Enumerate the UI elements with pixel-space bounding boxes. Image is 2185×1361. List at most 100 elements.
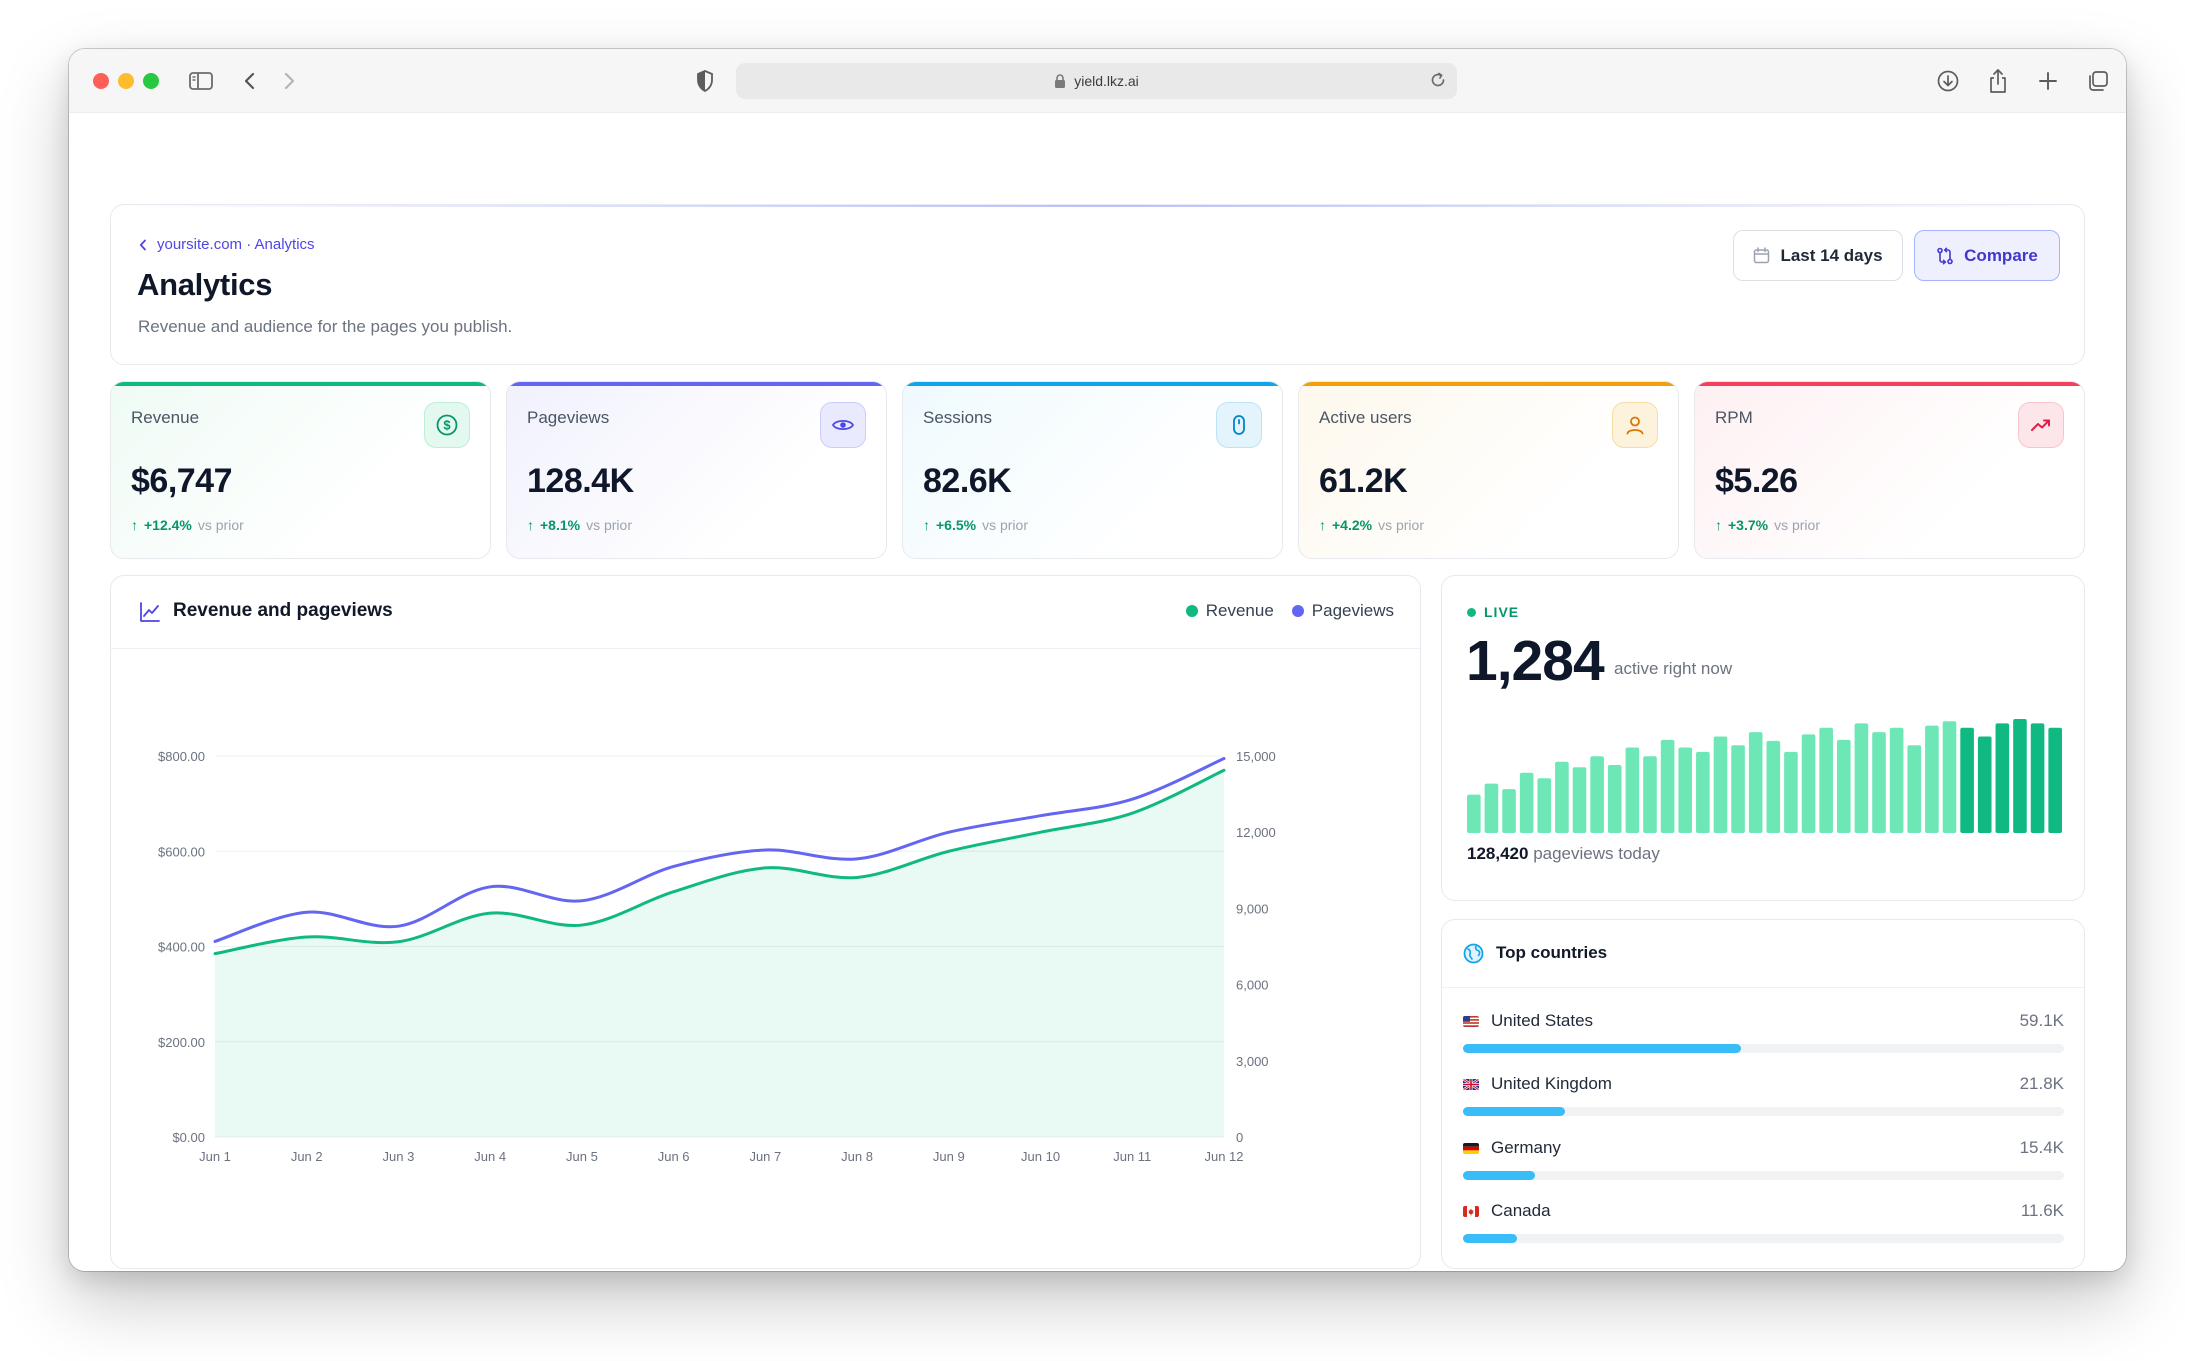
kpi-delta-caption: vs prior (1378, 517, 1424, 533)
country-share-track (1463, 1234, 2064, 1243)
ca-flag-icon (1463, 1206, 1479, 1217)
kpi-value: $5.26 (1715, 462, 1798, 500)
live-bar (1572, 767, 1587, 833)
us-flag-icon (1463, 1016, 1479, 1027)
live-activity-bars (1467, 719, 2062, 833)
arrow-up-icon: ↑ (527, 517, 534, 533)
x-tick-label: Jun 1 (199, 1149, 231, 1164)
kpi-delta: ↑ +8.1% vs prior (527, 517, 632, 533)
kpi-accent-bar (507, 382, 886, 386)
legend-label: Revenue (1205, 601, 1274, 620)
country-share-fill (1463, 1044, 1741, 1053)
y-right-tick-label: 9,000 (1236, 901, 1269, 916)
share-icon[interactable] (1983, 66, 2013, 96)
live-bar (1555, 761, 1569, 833)
live-badge: LIVE (1467, 604, 1519, 620)
kpi-delta-percent: +12.4% (144, 517, 192, 533)
country-row-canada[interactable]: Canada 11.6K (1463, 1201, 2064, 1247)
forward-icon[interactable] (274, 66, 304, 96)
y-left-tick-label: $0.00 (172, 1130, 205, 1145)
page-subtitle: Revenue and audience for the pages you p… (138, 317, 513, 336)
kpi-delta: ↑ +3.7% vs prior (1715, 517, 1820, 533)
kpi-card-rpm[interactable]: RPM $5.26 ↑ +3.7% vs prior (1694, 381, 2085, 559)
live-bar (1607, 765, 1622, 833)
kpi-delta-percent: +4.2% (1332, 517, 1373, 533)
kpi-delta-percent: +8.1% (540, 517, 581, 533)
live-bar (1660, 739, 1675, 833)
legend-item-pageviews[interactable]: Pageviews (1291, 601, 1394, 621)
x-tick-label: Jun 3 (383, 1149, 415, 1164)
arrow-up-icon: ↑ (1715, 517, 1722, 533)
line-chart-icon (138, 600, 162, 624)
x-tick-label: Jun 5 (566, 1149, 598, 1164)
new-tab-icon[interactable] (2033, 66, 2063, 96)
pageviews-today: 128,420 pageviews today (1467, 844, 1660, 864)
kpi-card-pageviews[interactable]: Pageviews 128.4K ↑ +8.1% vs prior (506, 381, 887, 559)
page-header: yoursite.com · Analytics Analytics Reven… (110, 204, 2085, 365)
country-share-track (1463, 1044, 2064, 1053)
country-share-fill (1463, 1171, 1536, 1180)
live-bar (1977, 736, 1992, 833)
kpi-delta-caption: vs prior (586, 517, 632, 533)
live-bar (1925, 725, 1939, 833)
kpi-card-active-users[interactable]: Active users 61.2K ↑ +4.2% vs prior (1298, 381, 1679, 559)
sidebar-toggle-icon[interactable] (186, 66, 216, 96)
y-left-tick-label: $800.00 (158, 749, 205, 764)
y-right-tick-label: 6,000 (1236, 978, 1269, 993)
pageviews-today-label: pageviews today (1533, 844, 1660, 863)
live-bar (1731, 745, 1745, 833)
compare-label: Compare (1964, 245, 2038, 265)
privacy-shield-icon[interactable] (690, 66, 720, 96)
arrow-up-icon: ↑ (923, 517, 930, 533)
kpi-delta: ↑ +6.5% vs prior (923, 517, 1028, 533)
kpi-card-revenue[interactable]: Revenue $ $6,747 ↑ +12.4% vs prior (110, 381, 491, 559)
live-bar (1784, 751, 1798, 833)
country-row-united-states[interactable]: United States 59.1K (1463, 1011, 2064, 1057)
downloads-icon[interactable] (1933, 66, 1963, 96)
pageviews-line (213, 757, 1226, 943)
x-tick-label: Jun 4 (474, 1149, 506, 1164)
browser-toolbar: yield.lkz.ai (69, 49, 2126, 113)
country-value: 21.8K (2019, 1074, 2064, 1093)
country-name: United Kingdom (1491, 1074, 1612, 1093)
live-bar (1836, 739, 1851, 833)
kpi-label: Revenue (131, 408, 200, 427)
y-right-tick-label: 0 (1236, 1130, 1243, 1145)
page-content: yoursite.com · Analytics Analytics Reven… (69, 113, 2126, 1271)
live-bar (1625, 747, 1640, 833)
minimize-window-button[interactable] (118, 73, 134, 89)
chevron-left-icon (139, 239, 146, 250)
country-value: 59.1K (2019, 1011, 2064, 1030)
calendar-icon (1754, 247, 1770, 264)
x-tick-label: Jun 2 (291, 1149, 323, 1164)
reload-icon[interactable] (1429, 71, 1447, 92)
back-icon[interactable] (235, 66, 265, 96)
live-active-count: 1,284 (1466, 629, 1605, 693)
country-name: Germany (1491, 1138, 1561, 1157)
kpi-value: 128.4K (527, 462, 634, 500)
revenue-pageviews-chart[interactable]: $0.00 $200.00 $400.00 $600.00 $800.00 0 3,000 6… (111, 649, 1420, 1268)
live-bar (1537, 778, 1552, 833)
tab-overview-icon[interactable] (2083, 66, 2113, 96)
kpi-card-sessions[interactable]: Sessions 82.6K ↑ +6.5% vs prior (902, 381, 1283, 559)
uk-flag-icon (1463, 1079, 1479, 1090)
mouse-icon (1216, 402, 1262, 448)
live-bar (1748, 732, 1763, 833)
svg-text:$: $ (443, 418, 451, 433)
country-row-united-kingdom[interactable]: United Kingdom 21.8K (1463, 1074, 2064, 1120)
compare-button[interactable]: Compare (1914, 230, 2060, 281)
country-row-germany[interactable]: Germany 15.4K (1463, 1138, 2064, 1184)
breadcrumb-label: yoursite.com · Analytics (157, 236, 315, 253)
legend-item-revenue[interactable]: Revenue (1185, 601, 1274, 621)
country-share-fill (1463, 1234, 1518, 1243)
live-bar (1995, 723, 2010, 833)
breadcrumb[interactable]: yoursite.com · Analytics (139, 236, 315, 253)
close-window-button[interactable] (93, 73, 109, 89)
top-countries-title: Top countries (1496, 943, 1608, 962)
date-range-button[interactable]: Last 14 days (1733, 230, 1903, 281)
zoom-window-button[interactable] (143, 73, 159, 89)
live-bar (1678, 747, 1693, 833)
live-bar (2030, 723, 2045, 833)
x-tick-label: Jun 10 (1021, 1149, 1060, 1164)
address-bar[interactable]: yield.lkz.ai (736, 63, 1457, 99)
